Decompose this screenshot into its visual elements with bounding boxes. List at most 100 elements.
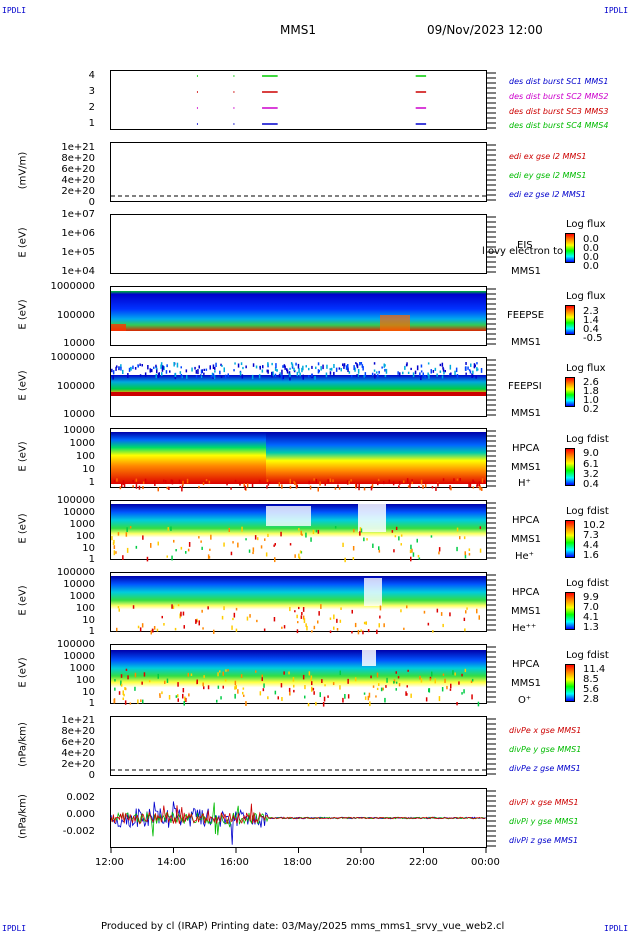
feepsi-speck [212, 373, 215, 378]
feepsi-speck [474, 364, 476, 367]
hpca-o-speck [125, 668, 128, 671]
hpca-h-speck [295, 483, 298, 489]
feepsi-speck [318, 369, 320, 373]
p10-legend-y: divPe y gse MMS1 [509, 745, 582, 754]
right-tick-marks [110, 72, 496, 853]
hpca-hepp-speck [302, 607, 305, 612]
p6-colorbar [565, 448, 575, 486]
hpca-h-speck [406, 478, 409, 483]
hpca-h-speck [208, 480, 211, 484]
hpca-h-speck [472, 486, 475, 489]
hpca-h-speck [170, 479, 173, 483]
hpca-o-speck [471, 678, 474, 682]
hpca-hepp-speck [177, 604, 180, 607]
hpca-hepp-speck [183, 625, 185, 629]
hpca-o-speck [293, 684, 295, 688]
feepsi-speck [212, 364, 215, 370]
hpca-h-scatter [113, 478, 485, 492]
p4-instrument: FEEPSE [507, 310, 545, 321]
feepsi-speck [442, 368, 445, 372]
hpca-o-speck [281, 697, 283, 701]
feepsi-speck [311, 365, 313, 369]
hpca-he-speck [237, 542, 239, 548]
hpca-hepp-speck [161, 615, 163, 619]
hpca-o-speck [444, 678, 446, 683]
hpca-o-speck [347, 678, 349, 684]
hpca-o-speck [429, 676, 432, 680]
hpca-h-speck [409, 483, 411, 489]
feepsi-speck [335, 367, 338, 372]
corner-label-tl: IPDLI [2, 6, 27, 15]
hpca-o-speck [372, 685, 375, 688]
feepsi-speck [251, 374, 254, 380]
p7-ylabel: E (eV) [17, 513, 29, 544]
hpca-hepp-speck [449, 612, 451, 617]
hpca-o-speck [434, 678, 436, 684]
hpca-he-speck [150, 543, 152, 548]
hpca-o-speck [322, 702, 325, 707]
hpca-he-speck [334, 526, 337, 529]
hpca-o-speck [177, 682, 179, 687]
feepsi-speck [416, 365, 419, 371]
hpca-he-speck [479, 548, 482, 553]
feepsi-speck [166, 364, 168, 368]
hpca-hepp-speck [182, 611, 185, 616]
hpca-h-speck [205, 479, 208, 482]
hpca-o-speck [405, 691, 407, 696]
p1-ytick-2: 2 [88, 102, 95, 113]
hpca-he-speck [113, 550, 116, 556]
hpca-h-speck [119, 486, 122, 490]
hpca-o-speck [234, 686, 236, 690]
p5-ylabel: E (eV) [17, 370, 29, 401]
hpca-o-speck [382, 687, 384, 691]
hpca-h-speck [138, 485, 141, 490]
p8-cb-v0: 9.9 [583, 592, 599, 603]
hpca-he-speck [142, 535, 144, 540]
feepsi-speck [297, 363, 300, 369]
feepsi-speck [271, 371, 273, 377]
p7-species: He⁺ [515, 551, 534, 562]
hpca-o-speck [134, 686, 136, 691]
hpca-hepp-speck [301, 612, 303, 616]
hpca-o-speck [190, 673, 193, 676]
p5-cb-v2: 1.0 [583, 395, 599, 406]
hpca-h-speck [403, 480, 405, 483]
feepsi-speck [317, 369, 320, 374]
hpca-h-speck [266, 479, 269, 483]
p9-instrument: HPCA [512, 659, 540, 670]
hpca-o-speck [118, 691, 121, 695]
hpca-h-speck [481, 478, 484, 483]
hpca-o-speck [216, 699, 218, 703]
feepsi-speck [111, 368, 113, 373]
feepsi-speck [205, 368, 208, 371]
hpca-o-scatter [113, 668, 480, 707]
hpca-o-speck [127, 675, 129, 680]
hpca-h-speck [293, 480, 295, 484]
panel-feepse [110, 286, 487, 346]
hpca-h-speck [251, 483, 254, 488]
corner-label-br: IPDLI [604, 924, 629, 933]
hpca-hepp-speck [306, 625, 308, 631]
hpca-o-speck [159, 693, 161, 696]
hpca-o-speck [255, 670, 257, 673]
hpca-o-speck [120, 683, 123, 687]
feepsi-speck [118, 366, 120, 370]
p6-ylabel: E (eV) [17, 441, 29, 472]
p2-ytick-5: 0 [88, 197, 95, 208]
panel-hpca-he [110, 500, 487, 560]
hpca-o-speck [395, 681, 398, 684]
hpca-he-speck [411, 548, 413, 553]
hpca-o-speck [397, 676, 400, 679]
hpca-h-speck [135, 478, 138, 482]
hpca-h-speck [308, 480, 310, 485]
feepsi-speck [276, 369, 278, 372]
p5-cb-v3: 0.2 [583, 404, 599, 415]
feepsi-speck [122, 369, 124, 375]
hpca-he-speck [200, 540, 202, 543]
panel-eis [110, 214, 487, 274]
hpca-o-speck [438, 696, 441, 702]
feepsi-speck [305, 365, 307, 368]
hpca-he-speck [248, 549, 251, 553]
hpca-he-speck [188, 542, 191, 547]
feepsi-speck [472, 374, 474, 378]
